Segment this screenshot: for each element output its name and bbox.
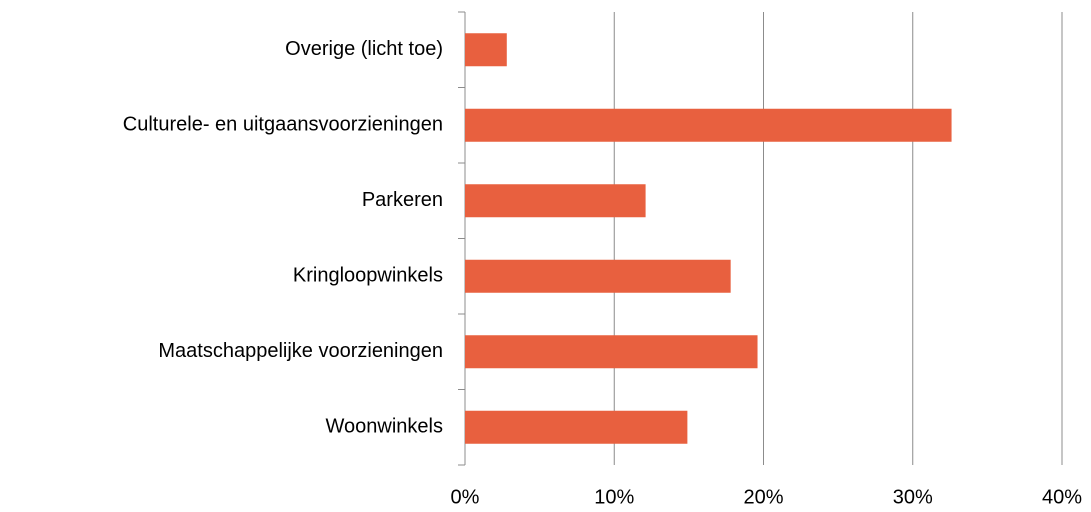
x-tick-label: 0% xyxy=(451,486,480,508)
x-tick-label: 10% xyxy=(594,486,634,508)
y-tick-label: Culturele- en uitgaansvoorzieningen xyxy=(123,114,443,136)
y-tick-label: Kringloopwinkels xyxy=(293,265,443,287)
x-tick-label: 40% xyxy=(1042,486,1082,508)
x-tick-label: 20% xyxy=(743,486,783,508)
y-tick-label: Overige (licht toe) xyxy=(285,38,443,60)
y-tick-label: Parkeren xyxy=(362,189,443,211)
x-tick-label: 30% xyxy=(893,486,933,508)
bar xyxy=(465,184,646,218)
y-tick-label: Woonwinkels xyxy=(326,416,443,438)
bar xyxy=(465,410,688,444)
y-tick-label: Maatschappelijke voorzieningen xyxy=(158,340,443,362)
bar xyxy=(465,33,507,67)
bar xyxy=(465,108,952,142)
bar xyxy=(465,259,731,293)
bar xyxy=(465,335,758,369)
